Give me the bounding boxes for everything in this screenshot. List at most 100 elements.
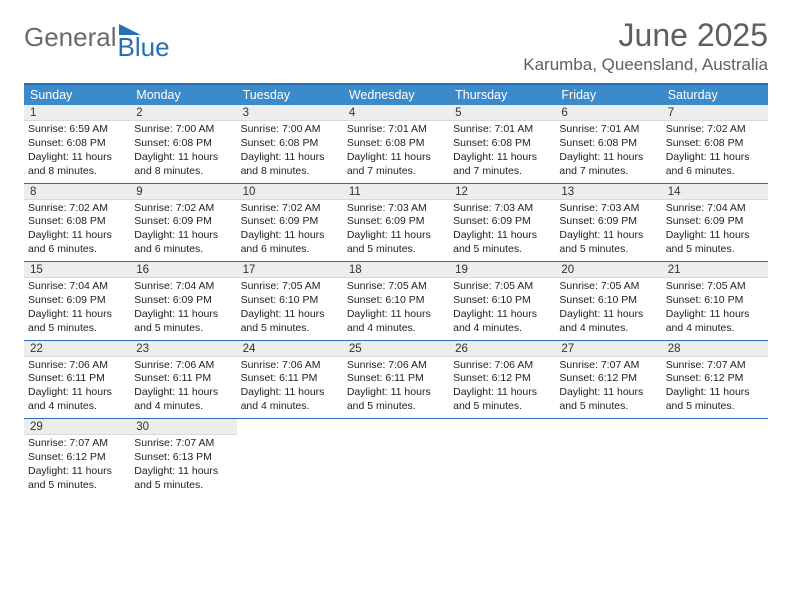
- sunset-text: Sunset: 6:08 PM: [28, 215, 126, 229]
- daylight-text: Daylight: 11 hours: [559, 308, 657, 322]
- day-number: 13: [555, 184, 661, 200]
- sunset-text: Sunset: 6:11 PM: [347, 372, 445, 386]
- day-info: Sunrise: 7:04 AMSunset: 6:09 PMDaylight:…: [666, 202, 764, 257]
- day-number: 24: [237, 341, 343, 357]
- daylight-text: Daylight: 11 hours: [347, 151, 445, 165]
- sunrise-text: Sunrise: 7:02 AM: [241, 202, 339, 216]
- daylight-text: Daylight: 11 hours: [28, 386, 126, 400]
- sunset-text: Sunset: 6:09 PM: [28, 294, 126, 308]
- calendar-grid: Sunday Monday Tuesday Wednesday Thursday…: [24, 83, 768, 496]
- day-number: 4: [343, 105, 449, 121]
- calendar-day-cell: [237, 419, 343, 496]
- daylight-text: and 5 minutes.: [666, 243, 764, 257]
- daylight-text: and 5 minutes.: [453, 400, 551, 414]
- weekday-header-row: Sunday Monday Tuesday Wednesday Thursday…: [24, 85, 768, 105]
- calendar-day-cell: 1 Sunrise: 6:59 AMSunset: 6:08 PMDaylight…: [24, 105, 130, 182]
- calendar-day-cell: 24 Sunrise: 7:06 AMSunset: 6:11 PMDayligh…: [237, 341, 343, 418]
- sunset-text: Sunset: 6:09 PM: [134, 294, 232, 308]
- calendar-day-cell: 3Sunrise: 7:00 AMSunset: 6:08 PMDaylight…: [237, 105, 343, 182]
- daylight-text: and 5 minutes.: [28, 479, 126, 493]
- day-number: 1: [24, 105, 130, 121]
- daylight-text: and 4 minutes.: [666, 322, 764, 336]
- sunset-text: Sunset: 6:09 PM: [134, 215, 232, 229]
- sunrise-text: Sunrise: 7:06 AM: [241, 359, 339, 373]
- sunrise-text: Sunrise: 7:06 AM: [453, 359, 551, 373]
- calendar-day-cell: 6Sunrise: 7:01 AMSunset: 6:08 PMDaylight…: [555, 105, 661, 182]
- calendar-day-cell: 5Sunrise: 7:01 AMSunset: 6:08 PMDaylight…: [449, 105, 555, 182]
- calendar-day-cell: 2Sunrise: 7:00 AMSunset: 6:08 PMDaylight…: [130, 105, 236, 182]
- sunset-text: Sunset: 6:09 PM: [453, 215, 551, 229]
- sunrise-text: Sunrise: 7:02 AM: [134, 202, 232, 216]
- day-info: Sunrise: 7:02 AMSunset: 6:08 PMDaylight:…: [666, 123, 764, 178]
- daylight-text: Daylight: 11 hours: [28, 465, 126, 479]
- daylight-text: Daylight: 11 hours: [134, 386, 232, 400]
- calendar-day-cell: 18Sunrise: 7:05 AMSunset: 6:10 PMDayligh…: [343, 262, 449, 339]
- daylight-text: and 4 minutes.: [559, 322, 657, 336]
- sunset-text: Sunset: 6:08 PM: [241, 137, 339, 151]
- sunset-text: Sunset: 6:08 PM: [28, 137, 126, 151]
- sunset-text: Sunset: 6:09 PM: [666, 215, 764, 229]
- daylight-text: and 5 minutes.: [453, 243, 551, 257]
- daylight-text: and 5 minutes.: [666, 400, 764, 414]
- daylight-text: and 6 minutes.: [134, 243, 232, 257]
- day-info: Sunrise: 7:04 AMSunset: 6:09 PMDaylight:…: [134, 280, 232, 335]
- weekday-header: Thursday: [449, 85, 555, 105]
- logo-word-1: General: [24, 24, 117, 50]
- sunrise-text: Sunrise: 6:59 AM: [28, 123, 126, 137]
- sunset-text: Sunset: 6:11 PM: [241, 372, 339, 386]
- day-info: Sunrise: 7:00 AMSunset: 6:08 PMDaylight:…: [134, 123, 232, 178]
- sunset-text: Sunset: 6:08 PM: [453, 137, 551, 151]
- day-number: 10: [237, 184, 343, 200]
- day-info: Sunrise: 7:06 AMSunset: 6:11 PMDaylight:…: [241, 359, 339, 414]
- daylight-text: Daylight: 11 hours: [347, 308, 445, 322]
- sunset-text: Sunset: 6:08 PM: [134, 137, 232, 151]
- daylight-text: Daylight: 11 hours: [241, 386, 339, 400]
- daylight-text: Daylight: 11 hours: [241, 308, 339, 322]
- day-info: Sunrise: 7:06 AMSunset: 6:12 PMDaylight:…: [453, 359, 551, 414]
- calendar-week-row: 22Sunrise: 7:06 AMSunset: 6:11 PMDayligh…: [24, 341, 768, 419]
- sunset-text: Sunset: 6:12 PM: [453, 372, 551, 386]
- day-info: Sunrise: 7:05 AMSunset: 6:10 PMDaylight:…: [559, 280, 657, 335]
- daylight-text: Daylight: 11 hours: [666, 386, 764, 400]
- day-number: 8: [24, 184, 130, 200]
- sunset-text: Sunset: 6:09 PM: [241, 215, 339, 229]
- calendar-day-cell: 30Sunrise: 7:07 AMSunset: 6:13 PMDayligh…: [130, 419, 236, 496]
- page-header: General Blue June 2025 Karumba, Queensla…: [24, 18, 768, 75]
- weekday-header: Monday: [130, 85, 236, 105]
- daylight-text: and 5 minutes.: [559, 400, 657, 414]
- day-info: Sunrise: 6:59 AMSunset: 6:08 PMDaylight:…: [28, 123, 126, 178]
- daylight-text: and 6 minutes.: [241, 243, 339, 257]
- day-number: 18: [343, 262, 449, 278]
- calendar-day-cell: 14Sunrise: 7:04 AMSunset: 6:09 PMDayligh…: [662, 184, 768, 261]
- calendar-day-cell: [555, 419, 661, 496]
- calendar-day-cell: 20Sunrise: 7:05 AMSunset: 6:10 PMDayligh…: [555, 262, 661, 339]
- daylight-text: and 4 minutes.: [453, 322, 551, 336]
- daylight-text: Daylight: 11 hours: [134, 308, 232, 322]
- sunset-text: Sunset: 6:10 PM: [666, 294, 764, 308]
- daylight-text: Daylight: 11 hours: [134, 465, 232, 479]
- sunset-text: Sunset: 6:10 PM: [559, 294, 657, 308]
- day-number: 21: [662, 262, 768, 278]
- day-number: 6: [555, 105, 661, 121]
- sunrise-text: Sunrise: 7:04 AM: [28, 280, 126, 294]
- calendar-week-row: 29 Sunrise: 7:07 AMSunset: 6:12 PMDayligh…: [24, 419, 768, 496]
- daylight-text: Daylight: 11 hours: [453, 386, 551, 400]
- daylight-text: and 8 minutes.: [134, 165, 232, 179]
- day-info: Sunrise: 7:07 AMSunset: 6:12 PMDaylight:…: [28, 437, 126, 492]
- daylight-text: Daylight: 11 hours: [453, 308, 551, 322]
- day-info: Sunrise: 7:02 AMSunset: 6:08 PMDaylight:…: [28, 202, 126, 257]
- calendar-day-cell: 28Sunrise: 7:07 AMSunset: 6:12 PMDayligh…: [662, 341, 768, 418]
- month-title: June 2025: [523, 18, 768, 53]
- sunrise-text: Sunrise: 7:03 AM: [347, 202, 445, 216]
- sunrise-text: Sunrise: 7:05 AM: [241, 280, 339, 294]
- calendar-day-cell: [343, 419, 449, 496]
- day-info: Sunrise: 7:00 AMSunset: 6:08 PMDaylight:…: [241, 123, 339, 178]
- sunset-text: Sunset: 6:12 PM: [28, 451, 126, 465]
- daylight-text: Daylight: 11 hours: [559, 151, 657, 165]
- sunset-text: Sunset: 6:11 PM: [28, 372, 126, 386]
- day-number: 29: [24, 419, 130, 435]
- sunrise-text: Sunrise: 7:00 AM: [134, 123, 232, 137]
- daylight-text: Daylight: 11 hours: [347, 229, 445, 243]
- day-info: Sunrise: 7:04 AMSunset: 6:09 PMDaylight:…: [28, 280, 126, 335]
- calendar-day-cell: [662, 419, 768, 496]
